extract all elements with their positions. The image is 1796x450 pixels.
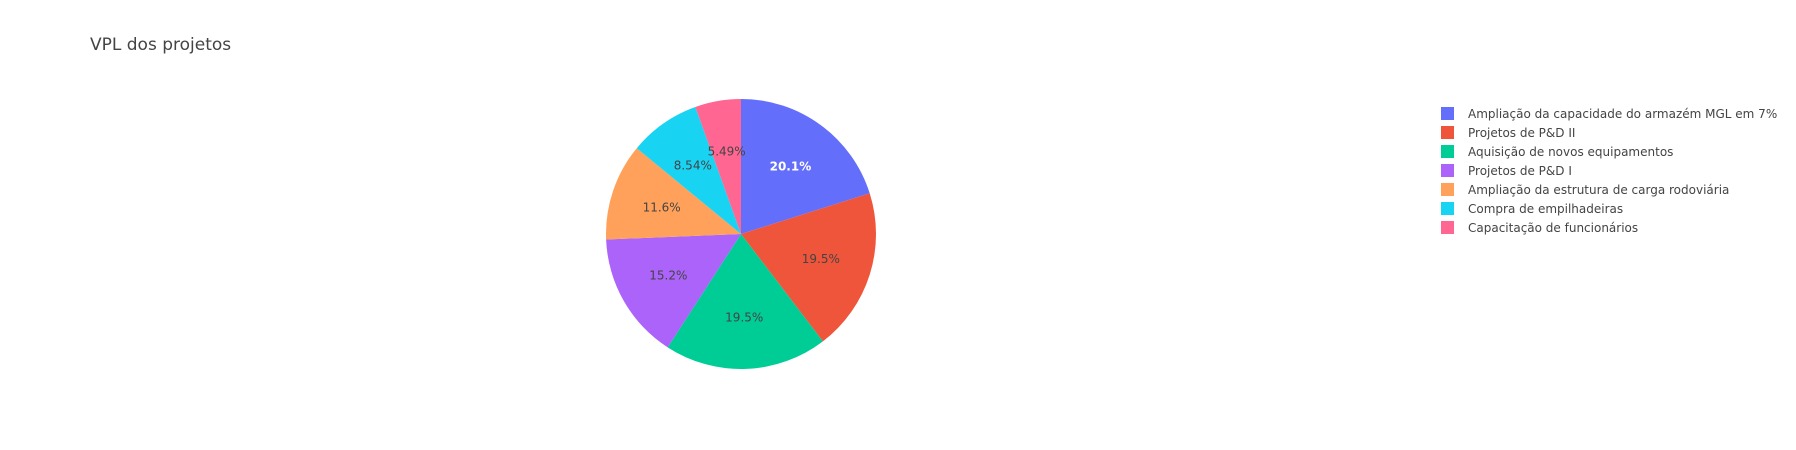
legend-item-capacitacao-de-funcionarios[interactable]: Capacitação de funcionários [1441, 221, 1638, 235]
legend-label: Ampliação da capacidade do armazém MGL e… [1468, 107, 1777, 121]
legend-swatch [1441, 145, 1454, 158]
legend-swatch [1441, 221, 1454, 234]
pie-slice-label: 20.1% [770, 159, 812, 173]
pie-slice-label: 19.5% [802, 252, 840, 266]
pie-slice-compra-de-empilhadeiras[interactable] [636, 106, 741, 234]
legend-label: Projetos de P&D I [1468, 164, 1572, 178]
chart-title: VPL dos projetos [90, 35, 231, 55]
pie-slice-label: 11.6% [643, 200, 681, 214]
legend-item-ampliacao-da-estrutura-de-carga-rodoviaria[interactable]: Ampliação da estrutura de carga rodoviár… [1441, 183, 1729, 197]
legend-label: Compra de empilhadeiras [1468, 202, 1623, 216]
pie-slice-ampliacao-da-estrutura-de-carga-rodoviaria[interactable] [606, 148, 741, 240]
legend-swatch [1441, 202, 1454, 215]
pie-slice-aquisicao-de-novos-equipamentos[interactable] [667, 234, 823, 370]
legend-item-projetos-de-p-d-ii[interactable]: Projetos de P&D II [1441, 126, 1575, 140]
legend-item-compra-de-empilhadeiras[interactable]: Compra de empilhadeiras [1441, 202, 1623, 216]
pie-slice-capacitacao-de-funcionarios[interactable] [695, 99, 741, 234]
legend-item-projetos-de-p-d-i[interactable]: Projetos de P&D I [1441, 164, 1572, 178]
legend-label: Aquisição de novos equipamentos [1468, 145, 1673, 159]
legend-item-aquisicao-de-novos-equipamentos[interactable]: Aquisição de novos equipamentos [1441, 145, 1673, 159]
legend-label: Projetos de P&D II [1468, 126, 1575, 140]
pie-slices [606, 99, 877, 370]
pie-slice-label: 19.5% [725, 311, 763, 325]
legend-swatch [1441, 126, 1454, 139]
pie-slice-label: 5.49% [708, 145, 746, 159]
legend: Ampliação da capacidade do armazém MGL e… [1441, 107, 1777, 235]
pie-slice-projetos-de-p-d-ii[interactable] [741, 193, 877, 342]
pie-slice-labels: 20.1% 19.5% 19.5% 15.2% 11.6% 8.54%5.49% [643, 145, 840, 325]
legend-swatch [1441, 183, 1454, 196]
legend-swatch [1441, 107, 1454, 120]
pie-slice-projetos-de-p-d-i[interactable] [606, 234, 741, 348]
legend-item-ampliacao-da-capacidade-do-armazem-mgl-em-7[interactable]: Ampliação da capacidade do armazém MGL e… [1441, 107, 1777, 121]
pie-slice-label: 8.54% [674, 159, 712, 173]
pie-slice-label: 15.2% [649, 268, 687, 282]
legend-label: Capacitação de funcionários [1468, 221, 1638, 235]
pie-slice-ampliacao-da-capacidade-do-armazem-mgl-em-7[interactable] [741, 99, 870, 234]
legend-swatch [1441, 164, 1454, 177]
legend-label: Ampliação da estrutura de carga rodoviár… [1468, 183, 1729, 197]
